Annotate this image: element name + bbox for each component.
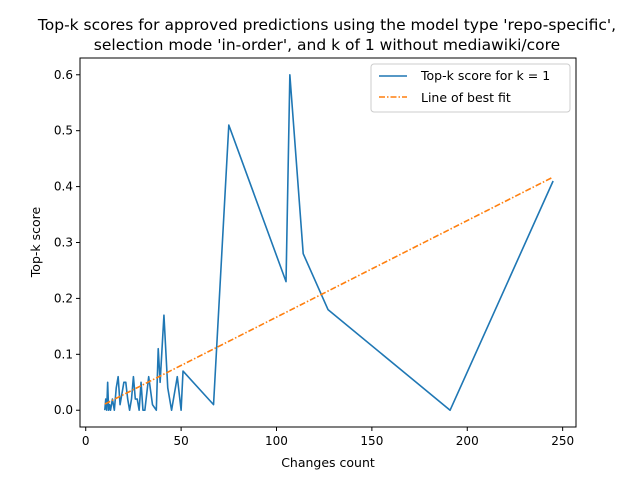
x-tick-label: 150 <box>360 434 383 448</box>
chart-title-line-2: selection mode 'in-order', and k of 1 wi… <box>94 36 560 54</box>
plot-frame <box>79 57 577 428</box>
x-tick-label: 250 <box>551 434 574 448</box>
x-axis-label: Changes count <box>281 455 375 470</box>
x-tick-label: 200 <box>456 434 479 448</box>
y-axis-label: Top-k score <box>28 206 43 278</box>
series-line-topk-score <box>104 73 554 412</box>
x-tick-label: 50 <box>173 434 188 448</box>
legend: Top-k score for k = 1 Line of best fit <box>370 63 571 113</box>
series-line-best-fit <box>104 176 554 405</box>
y-tick-label: 0.2 <box>54 291 73 305</box>
x-tick-label: 100 <box>265 434 288 448</box>
legend-label-best-fit: Line of best fit <box>421 90 511 105</box>
y-tick-label: 0.1 <box>54 347 73 361</box>
series-layer <box>104 73 554 412</box>
ticks-layer: 0 50 100 150 200 250 0.0 0.1 0.2 0.3 0.4 0.5 0.6 <box>54 68 574 448</box>
chart-title-line-1: Top-k scores for approved predictions us… <box>37 16 616 34</box>
legend-box <box>370 63 571 113</box>
legend-label-topk: Top-k score for k = 1 <box>420 68 550 83</box>
y-tick-label: 0.0 <box>54 403 73 417</box>
y-tick-label: 0.4 <box>54 180 73 194</box>
x-tick-label: 0 <box>82 434 90 448</box>
y-tick-label: 0.3 <box>54 236 73 250</box>
y-tick-label: 0.6 <box>54 68 73 82</box>
plot-area <box>80 58 576 427</box>
y-tick-label: 0.5 <box>54 124 73 138</box>
